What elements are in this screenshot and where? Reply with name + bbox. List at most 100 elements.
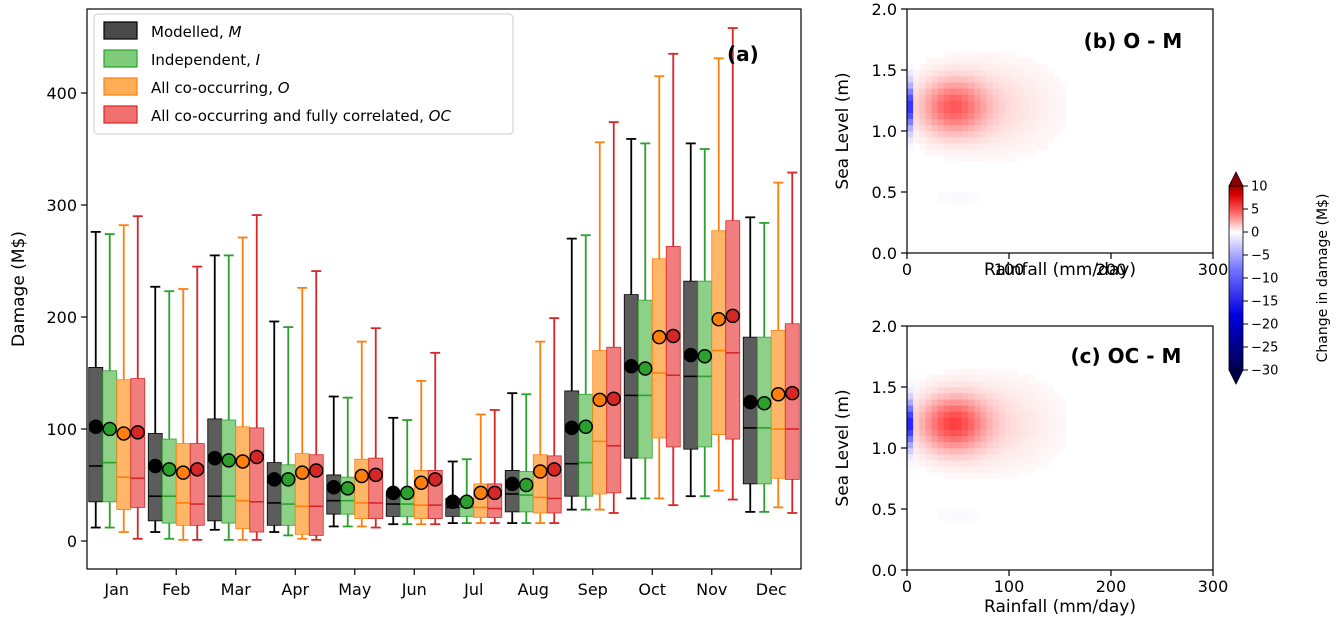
heat-cell [955, 380, 963, 388]
heat-cell [1004, 448, 1012, 455]
heat-cell [907, 405, 914, 412]
heat-cell [955, 155, 963, 162]
heat-cell [1041, 417, 1049, 424]
heat-cell [974, 393, 981, 400]
heat-cell [986, 124, 993, 132]
heat-cell [974, 192, 981, 199]
box-mar-2 [221, 254, 237, 541]
heat-cell [907, 393, 914, 400]
heat-cell [949, 423, 957, 430]
heat-cell [919, 417, 926, 424]
heat-cell [955, 88, 963, 95]
heat-cell [974, 198, 981, 205]
heat-cell [907, 454, 914, 461]
heat-cell [992, 149, 1000, 156]
heat-cell [955, 131, 963, 138]
heat-cell [949, 509, 957, 516]
y-tick-label: 400 [46, 84, 77, 103]
heat-cell [1041, 124, 1049, 132]
heat-cell [943, 454, 951, 461]
iqr-box [147, 433, 163, 522]
heat-cell [925, 70, 932, 77]
box-jan-4 [130, 215, 146, 540]
heat-cell [962, 466, 969, 473]
heat-cell [919, 429, 926, 437]
mean-marker-jan-3 [116, 426, 131, 441]
heat-cell [980, 112, 987, 120]
heat-cell [974, 82, 981, 89]
heat-cell [980, 441, 987, 449]
heat-cell [998, 417, 1006, 424]
heat-cell [980, 149, 987, 156]
heat-cell [1017, 460, 1024, 467]
heat-cell [907, 100, 914, 107]
heat-cell [968, 63, 975, 71]
heat-cell [949, 515, 957, 522]
box-oct-4 [665, 52, 681, 507]
heat-cell [925, 143, 932, 150]
heat-cell [907, 399, 914, 406]
heat-cell [937, 393, 945, 400]
heat-cell [974, 124, 981, 132]
panel-c-title: (c) OC - M [1071, 344, 1182, 368]
heat-cell [949, 448, 957, 455]
x-tick-label: Oct [638, 580, 666, 599]
heat-cell [931, 118, 938, 126]
heat-cell [907, 460, 914, 467]
heat-cell [931, 63, 938, 71]
heat-cell [955, 509, 963, 516]
heat-cell [937, 106, 945, 113]
mean-marker-jul-3 [473, 485, 488, 501]
heat-cell [980, 417, 987, 424]
heat-cell [968, 466, 975, 473]
heat-cell [980, 137, 987, 144]
iqr-box [88, 366, 104, 503]
heat-cell [1011, 448, 1018, 455]
iqr-box [725, 220, 741, 440]
heat-cell [1023, 100, 1030, 107]
heat-cell [998, 405, 1006, 412]
heat-cell [1011, 112, 1018, 120]
heat-cell [955, 368, 963, 376]
heat-cell [1011, 63, 1018, 71]
heat-cell [986, 411, 993, 418]
heat-cell [968, 94, 975, 101]
heat-cell [949, 124, 957, 132]
panel-c-xlabel: Rainfall (mm/day) [984, 597, 1136, 617]
heat-cell [1017, 57, 1024, 65]
heat-cell [919, 76, 926, 83]
x-tick-label: Nov [696, 580, 727, 599]
heat-cell [1035, 405, 1042, 412]
heat-cell [943, 374, 951, 382]
heat-cell [980, 143, 987, 150]
heat-cell [937, 112, 945, 120]
heat-cell [949, 155, 957, 162]
heat-cell [1011, 82, 1018, 89]
heat-cell [943, 192, 951, 199]
heat-cell [925, 454, 932, 461]
heat-cell [1047, 411, 1055, 418]
heat-cell [998, 399, 1006, 406]
heat-cell [1017, 380, 1024, 388]
heat-cell [1053, 82, 1061, 89]
heat-cell [992, 374, 1000, 382]
iqr-box [564, 390, 580, 497]
mean-marker-mar-3 [235, 454, 250, 469]
heat-cell [998, 429, 1006, 437]
heat-cell [943, 411, 951, 418]
iqr-box [221, 419, 237, 524]
heat-cell [907, 423, 914, 430]
heatmap-c-cells [907, 368, 1067, 522]
box-sep-4 [606, 121, 622, 514]
heat-cell [931, 137, 938, 144]
heat-cell [992, 429, 1000, 437]
iqr-box [130, 378, 146, 508]
heat-cell [949, 429, 957, 437]
heat-cell [980, 124, 987, 132]
heat-cell [986, 100, 993, 107]
heat-cell [919, 143, 926, 150]
heat-cell [1017, 106, 1024, 113]
heat-cell [968, 124, 975, 132]
heat-cell [974, 368, 981, 376]
heat-cell [955, 393, 963, 400]
